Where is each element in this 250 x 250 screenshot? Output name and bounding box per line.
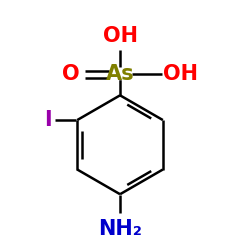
Text: O: O [62, 64, 79, 84]
Text: NH₂: NH₂ [98, 219, 142, 239]
Text: OH: OH [102, 26, 138, 46]
Text: OH: OH [163, 64, 198, 84]
Text: As: As [106, 64, 134, 84]
Text: I: I [44, 110, 51, 130]
